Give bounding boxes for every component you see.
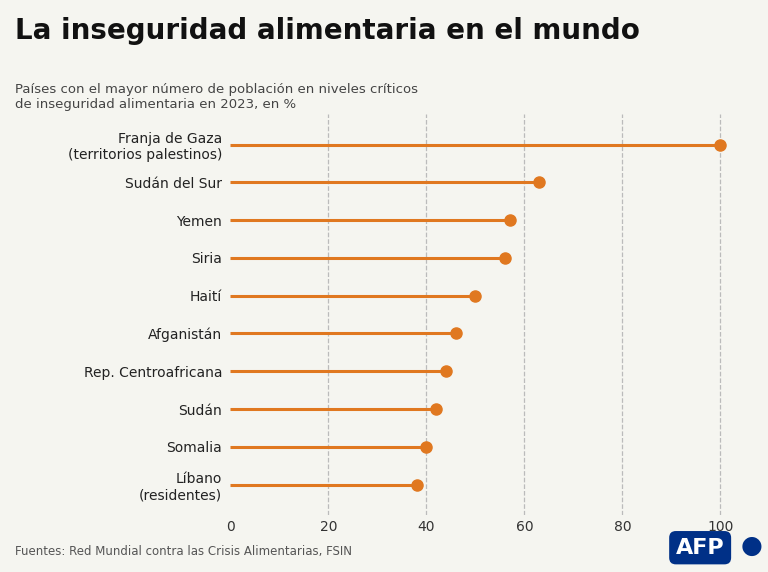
Text: Países con el mayor número de población en niveles críticos
de inseguridad alime: Países con el mayor número de población … <box>15 83 419 111</box>
Text: AFP: AFP <box>676 538 724 558</box>
Text: ●: ● <box>741 534 763 558</box>
Text: La inseguridad alimentaria en el mundo: La inseguridad alimentaria en el mundo <box>15 17 641 45</box>
Text: Fuentes: Red Mundial contra las Crisis Alimentarias, FSIN: Fuentes: Red Mundial contra las Crisis A… <box>15 545 353 558</box>
